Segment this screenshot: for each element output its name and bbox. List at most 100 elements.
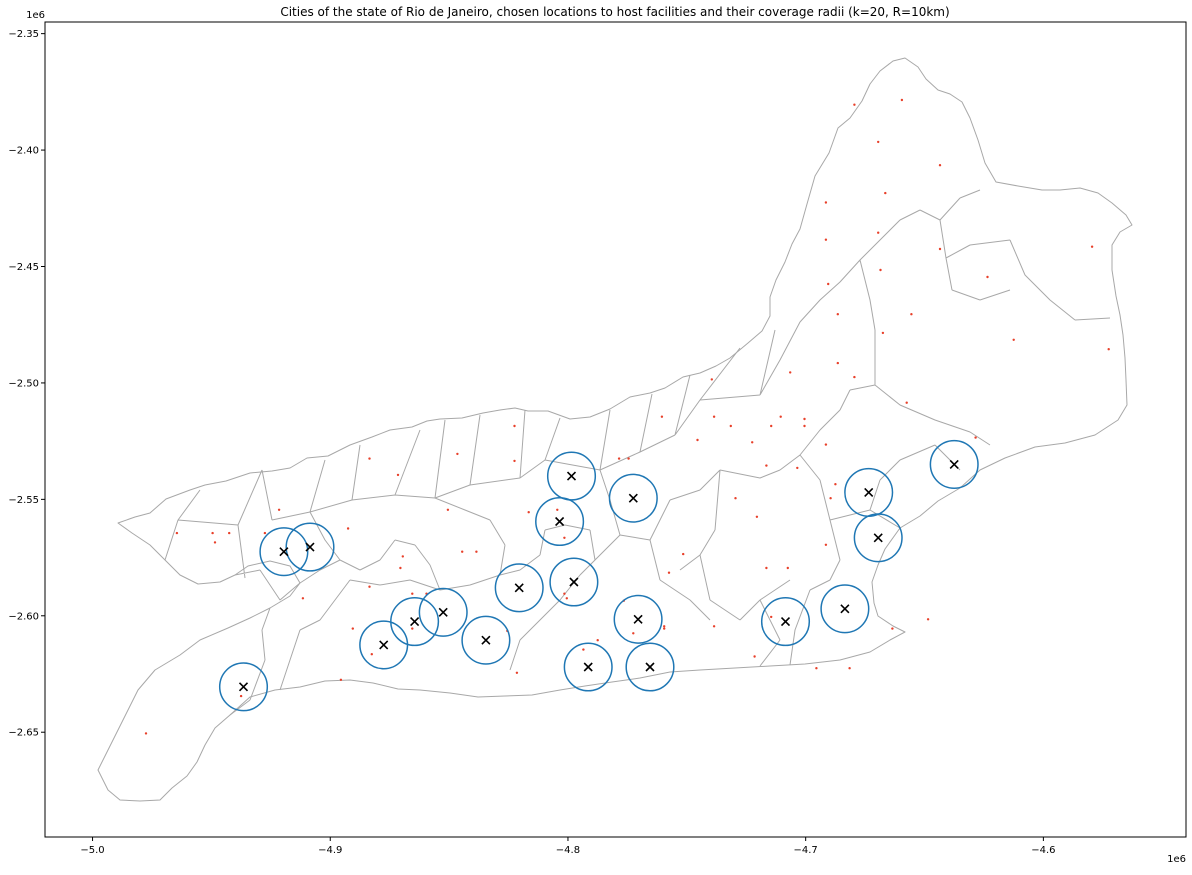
city-point bbox=[836, 313, 839, 316]
municipality-boundaries bbox=[97, 57, 1133, 802]
facility-marker bbox=[780, 617, 791, 627]
facility-marker bbox=[305, 542, 315, 552]
city-point bbox=[827, 282, 830, 286]
coverage-circle bbox=[546, 451, 597, 501]
city-point bbox=[368, 585, 371, 588]
city-point bbox=[803, 424, 806, 428]
coverage-circle bbox=[259, 527, 309, 577]
city-point bbox=[877, 140, 880, 144]
city-point bbox=[751, 441, 754, 444]
city-point bbox=[301, 597, 305, 600]
city-point bbox=[213, 541, 217, 544]
facility-marker bbox=[514, 583, 524, 593]
x-tick-label: −4.6 bbox=[1031, 845, 1055, 856]
coverage-circle bbox=[418, 587, 468, 637]
city-point bbox=[277, 508, 281, 511]
city-point bbox=[729, 424, 732, 428]
city-point bbox=[617, 457, 621, 460]
x-tick-label: −4.9 bbox=[318, 845, 342, 856]
chart-title: Cities of the state of Rio de Janeiro, c… bbox=[280, 5, 949, 19]
city-point bbox=[513, 424, 516, 428]
y-tick-label: −2.55 bbox=[8, 495, 39, 506]
city-point bbox=[370, 653, 373, 656]
city-point bbox=[1012, 338, 1015, 341]
city-point bbox=[346, 527, 350, 530]
city-point bbox=[879, 268, 882, 272]
y-tick-label: −2.50 bbox=[8, 378, 39, 389]
city-point bbox=[789, 371, 792, 374]
coverage-circle bbox=[820, 584, 870, 634]
x-offset-label: 1e6 bbox=[1167, 854, 1186, 865]
x-tick-label: −5.0 bbox=[80, 845, 104, 856]
facility-marker bbox=[481, 635, 491, 645]
facility-marker bbox=[628, 493, 638, 503]
city-point bbox=[786, 566, 789, 570]
city-point bbox=[663, 625, 666, 628]
facility-marker bbox=[555, 516, 565, 527]
facility-marker bbox=[279, 547, 289, 557]
state-outline bbox=[97, 57, 1133, 802]
coverage-circles bbox=[218, 439, 979, 712]
city-point bbox=[770, 424, 773, 428]
city-point bbox=[582, 648, 585, 651]
city-point bbox=[556, 508, 559, 511]
city-point bbox=[1107, 348, 1110, 351]
city-point bbox=[368, 457, 371, 460]
city-point bbox=[753, 655, 756, 658]
y-tick-label: −2.65 bbox=[8, 728, 39, 739]
city-point bbox=[396, 473, 400, 477]
facility-marker bbox=[569, 577, 579, 587]
city-point bbox=[563, 536, 566, 539]
city-point bbox=[824, 201, 828, 204]
city-point bbox=[986, 275, 989, 279]
city-point bbox=[446, 508, 450, 511]
coverage-circle bbox=[461, 615, 511, 665]
city-point bbox=[779, 415, 782, 418]
city-point bbox=[815, 667, 818, 670]
city-point bbox=[938, 247, 942, 251]
city-point bbox=[877, 231, 880, 234]
facility-marker bbox=[949, 459, 959, 469]
y-axis: −2.35 −2.40 −2.45 −2.50 −2.55 −2.60 −2.65 bbox=[8, 29, 45, 739]
city-point bbox=[627, 457, 630, 460]
facility-markers bbox=[238, 459, 959, 692]
city-point bbox=[765, 464, 768, 467]
y-tick-label: −2.40 bbox=[8, 146, 39, 157]
city-point bbox=[905, 401, 908, 404]
city-point bbox=[211, 531, 214, 535]
facility-marker bbox=[438, 607, 448, 617]
city-point bbox=[829, 497, 832, 500]
city-point bbox=[765, 566, 768, 570]
coverage-circle bbox=[494, 563, 544, 613]
city-point bbox=[399, 566, 402, 570]
city-point bbox=[351, 627, 354, 630]
city-point bbox=[660, 415, 664, 418]
city-point bbox=[926, 618, 930, 621]
facility-marker bbox=[238, 682, 249, 692]
city-point bbox=[796, 466, 799, 470]
city-point bbox=[596, 639, 599, 642]
coverage-circle bbox=[563, 642, 613, 692]
city-point bbox=[712, 625, 716, 628]
city-point bbox=[824, 238, 828, 241]
city-point bbox=[527, 511, 530, 514]
facility-marker bbox=[633, 614, 643, 624]
coverage-circle bbox=[760, 597, 811, 647]
coverage-circle bbox=[549, 557, 599, 607]
facility-marker bbox=[645, 662, 655, 672]
y-tick-label: −2.35 bbox=[8, 29, 39, 40]
city-point bbox=[900, 98, 904, 102]
city-point bbox=[824, 443, 828, 446]
city-point bbox=[175, 531, 179, 535]
plot-frame bbox=[44, 21, 1187, 838]
coverage-circle bbox=[218, 662, 269, 712]
coverage-circle bbox=[535, 496, 585, 547]
city-point bbox=[770, 615, 773, 619]
coverage-circle bbox=[608, 473, 658, 523]
facility-marker bbox=[873, 533, 883, 543]
x-axis: −5.0 −4.9 −4.8 −4.7 −4.6 bbox=[80, 837, 1056, 856]
city-point bbox=[239, 694, 243, 698]
city-point bbox=[853, 375, 856, 379]
city-point bbox=[515, 671, 519, 674]
city-point bbox=[456, 452, 459, 456]
